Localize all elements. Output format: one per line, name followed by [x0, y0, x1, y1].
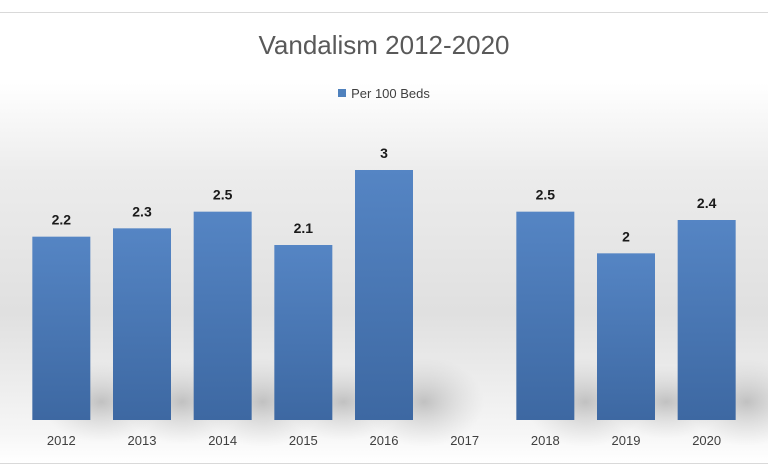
bar: [597, 253, 655, 420]
x-tick-label: 2015: [289, 433, 318, 448]
bar: [193, 211, 252, 420]
bar: [113, 228, 171, 420]
data-label: 2.3: [132, 203, 152, 219]
data-label: 2.4: [697, 195, 717, 211]
bar: [516, 211, 575, 420]
chart-title: Vandalism 2012-2020: [258, 30, 510, 60]
x-tick-label: 2017: [450, 433, 479, 448]
legend-swatch: [338, 89, 347, 97]
x-tick-label: 2012: [47, 433, 76, 448]
legend-label: Per 100 Beds: [351, 86, 430, 101]
x-tick-label: 2019: [612, 433, 641, 448]
x-tick-label: 2020: [692, 433, 721, 448]
x-tick-label: 2018: [531, 433, 560, 448]
x-tick-label: 2014: [208, 433, 237, 448]
data-label: 2.5: [213, 187, 233, 203]
data-label: 3: [380, 145, 388, 161]
bar: [677, 220, 736, 420]
x-tick-label: 2013: [128, 433, 157, 448]
bar: [355, 170, 413, 420]
bar: [274, 245, 333, 420]
data-label: 2.2: [52, 212, 72, 228]
data-label: 2.1: [294, 220, 314, 236]
data-label: 2: [622, 228, 630, 244]
x-tick-label: 2016: [370, 433, 399, 448]
legend: Per 100 Beds: [0, 86, 768, 101]
data-label: 2.5: [536, 187, 556, 203]
bar: [32, 236, 91, 420]
